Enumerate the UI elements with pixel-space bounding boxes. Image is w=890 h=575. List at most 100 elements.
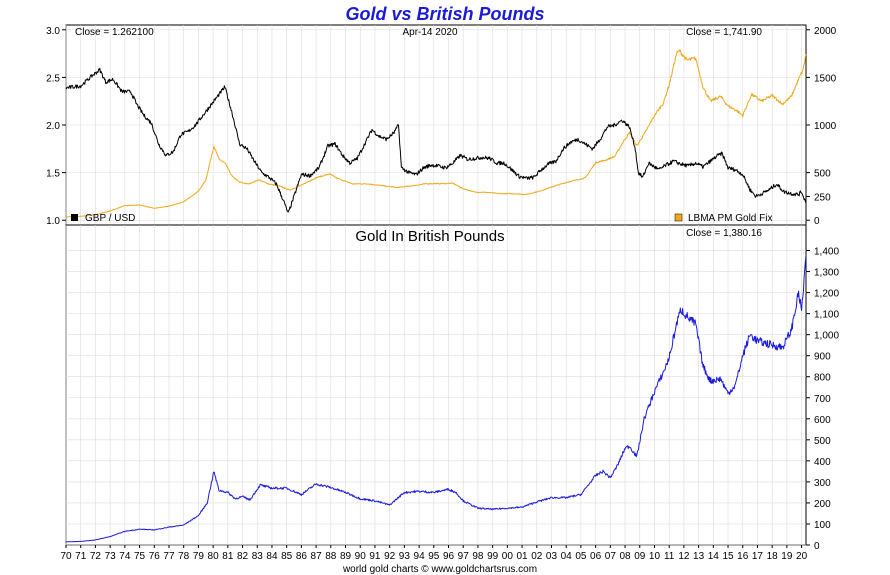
bottom-panel-title: Gold In British Pounds (355, 228, 504, 245)
bottom-right-tick-label: 300 (814, 478, 831, 489)
bottom-right-axis-ticks: 0 100 200 300 400 500 600 700 800 900 1,000 1,100 1,… (806, 247, 839, 552)
bottom-right-tick-label: 900 (814, 352, 831, 363)
x-tick-label: 73 (105, 551, 117, 562)
bottom-right-tick-label: 100 (814, 520, 831, 531)
x-tick-label: 74 (119, 551, 131, 562)
x-tick-label: 08 (619, 551, 631, 562)
x-tick-label: 98 (472, 551, 484, 562)
x-tick-label: 76 (149, 551, 161, 562)
bottom-right-tick-label: 1,200 (814, 289, 839, 300)
x-tick-label: 89 (340, 551, 352, 562)
footer-credit: world gold charts © www.goldchartsrus.co… (342, 564, 537, 575)
x-tick-label: 75 (134, 551, 146, 562)
gbp-close-label: Close = 1.262100 (75, 27, 154, 38)
x-tick-label: 83 (252, 551, 264, 562)
bottom-right-tick-label: 400 (814, 457, 831, 468)
x-tick-label: 88 (325, 551, 337, 562)
x-tick-label: 10 (649, 551, 661, 562)
top-right-tick-label: 1500 (814, 73, 837, 84)
top-panel-series (65, 49, 807, 218)
x-tick-label: 16 (737, 551, 749, 562)
bottom-right-tick-label: 1,000 (814, 331, 839, 342)
x-tick-label: 07 (605, 551, 617, 562)
x-tick-label: 72 (90, 551, 102, 562)
x-tick-label: 17 (752, 551, 764, 562)
x-tick-label: 13 (693, 551, 705, 562)
x-tick-label: 94 (414, 551, 426, 562)
gold-close-label: Close = 1,741.90 (686, 27, 762, 38)
top-left-tick-label: 2.0 (46, 121, 60, 132)
gold-in-gbp-line (66, 254, 807, 543)
top-left-tick-label: 1.0 (46, 216, 60, 227)
top-left-tick-label: 2.5 (46, 73, 60, 84)
date-label: Apr-14 2020 (402, 27, 457, 38)
x-tick-label: 18 (767, 551, 779, 562)
x-tick-label: 15 (722, 551, 734, 562)
x-tick-label: 01 (517, 551, 529, 562)
gold-price-line (65, 49, 807, 218)
chart-title: Gold vs British Pounds (345, 4, 544, 24)
x-tick-label: 71 (75, 551, 87, 562)
bottom-right-tick-label: 1,400 (814, 247, 839, 258)
x-tick-label: 05 (575, 551, 587, 562)
bottom-right-tick-label: 0 (814, 541, 820, 552)
x-tick-label: 87 (311, 551, 323, 562)
top-right-tick-label: 500 (814, 169, 831, 180)
bottom-right-tick-label: 800 (814, 373, 831, 384)
x-tick-label: 90 (355, 551, 367, 562)
bottom-right-tick-label: 200 (814, 499, 831, 510)
gbp-legend-label: GBP / USD (85, 213, 135, 224)
x-tick-label: 86 (296, 551, 308, 562)
x-tick-label: 84 (266, 551, 278, 562)
top-panel-grid (65, 25, 806, 225)
x-tick-label: 78 (178, 551, 190, 562)
x-tick-label: 00 (502, 551, 514, 562)
x-tick-label: 20 (796, 551, 808, 562)
bottom-panel-frame (65, 224, 807, 546)
top-left-tick-label: 1.5 (46, 169, 60, 180)
x-tick-label: 03 (546, 551, 558, 562)
x-tick-label: 04 (561, 551, 573, 562)
x-tick-label: 96 (443, 551, 455, 562)
top-left-tick-label: 3.0 (46, 26, 60, 37)
gold-legend-label: LBMA PM Gold Fix (688, 213, 772, 224)
x-tick-label: 91 (369, 551, 381, 562)
x-tick-label: 95 (428, 551, 440, 562)
x-tick-label: 12 (678, 551, 690, 562)
x-tick-label: 81 (222, 551, 234, 562)
x-tick-label: 99 (487, 551, 499, 562)
bottom-right-tick-label: 700 (814, 394, 831, 405)
gold-legend-swatch (674, 213, 683, 222)
x-tick-label: 14 (708, 551, 720, 562)
x-tick-label: 92 (384, 551, 396, 562)
top-right-tick-label: 250 (814, 192, 831, 203)
bottom-right-tick-label: 500 (814, 436, 831, 447)
x-tick-label: 11 (664, 551, 675, 562)
top-right-tick-label: 1000 (814, 121, 837, 132)
top-right-tick-label: 2000 (814, 26, 837, 37)
x-tick-label: 19 (781, 551, 793, 562)
bottom-right-tick-label: 600 (814, 415, 831, 426)
x-tick-label: 79 (193, 551, 205, 562)
x-tick-label: 82 (237, 551, 249, 562)
bottom-right-tick-label: 1,300 (814, 268, 839, 279)
gold-gbp-close-label: Close = 1,380.16 (686, 228, 762, 239)
top-left-axis-ticks: 1.0 1.5 2.0 2.5 3.0 (46, 26, 66, 227)
x-tick-label: 97 (458, 551, 470, 562)
x-tick-label: 70 (60, 551, 72, 562)
bottom-panel-series (66, 254, 807, 543)
top-right-axis-ticks: 0 250 500 1000 1500 2000 (806, 26, 837, 227)
x-tick-label: 77 (163, 551, 175, 562)
x-tick-label: 06 (590, 551, 602, 562)
x-tick-label: 93 (399, 551, 411, 562)
x-axis-ticks: 70 71 72 73 74 75 76 77 78 79 80 81 82 83 84 85 86 87 88 89… (60, 545, 808, 562)
bottom-right-tick-label: 1,100 (814, 310, 839, 321)
gbp-usd-line (65, 67, 807, 213)
x-tick-label: 02 (531, 551, 543, 562)
bottom-panel-grid (65, 225, 806, 546)
x-tick-label: 09 (634, 551, 646, 562)
x-tick-label: 80 (208, 551, 220, 562)
x-tick-label: 85 (281, 551, 293, 562)
gbp-legend-swatch (71, 214, 78, 221)
